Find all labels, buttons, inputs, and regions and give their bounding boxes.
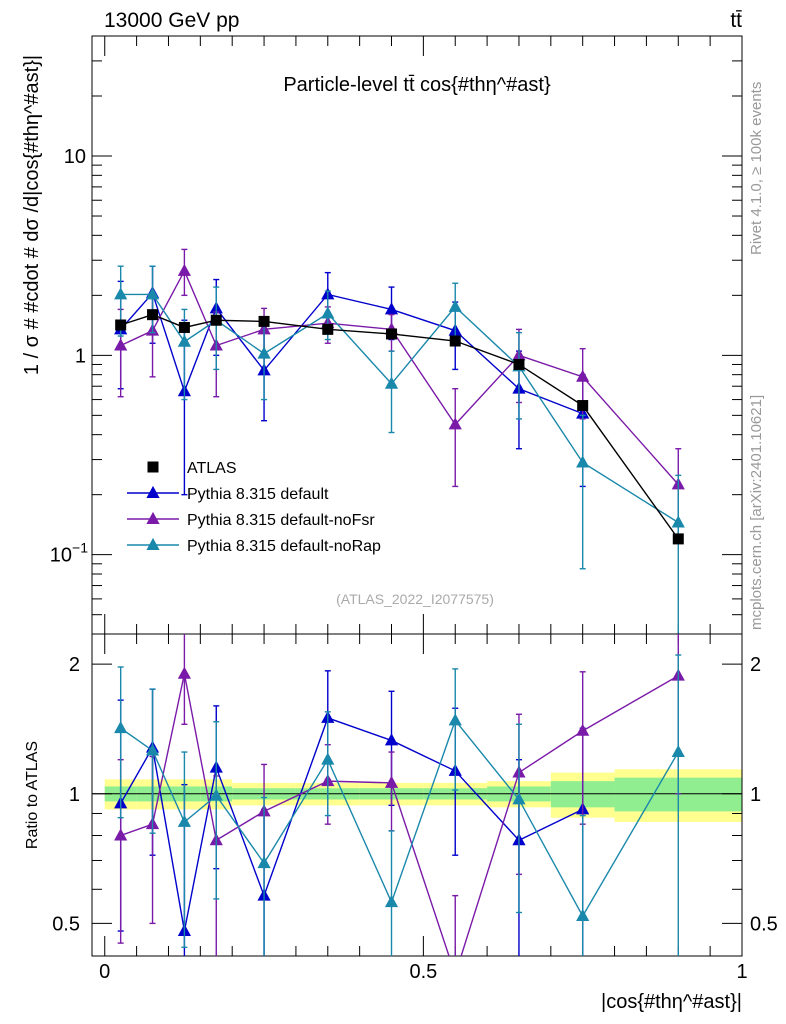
ratio-series-line	[120, 673, 679, 956]
ratio-y-tick-label: 2	[69, 654, 80, 676]
ratio-data-point	[177, 666, 192, 679]
main-title: Particle-level tt̄ cos{#thη^#ast}	[283, 74, 551, 96]
main-data-point	[448, 417, 462, 430]
main-data-point	[448, 299, 462, 312]
ratio-data-point	[576, 723, 590, 736]
ratio-data-point	[177, 814, 192, 827]
main-data-point	[114, 287, 128, 300]
legend-marker	[146, 537, 160, 550]
main-data-point	[257, 346, 271, 359]
process-label: tt̄	[730, 9, 742, 32]
ratio-y-tick-label: 1	[69, 784, 80, 806]
main-data-point	[210, 314, 222, 326]
main-series-line	[120, 313, 679, 540]
main-data-point	[177, 263, 192, 276]
ratio-data-point	[384, 775, 399, 788]
main-data-point	[449, 335, 461, 347]
main-data-point	[513, 358, 525, 370]
ratio-y-tick-label: 0.5	[52, 913, 80, 935]
main-data-point	[114, 338, 128, 351]
main-data-point	[177, 334, 192, 347]
ratio-panel: Ratio to ATLAS |cos{#thη^#ast}| 0 0.5 1 0.5…	[24, 633, 778, 1013]
main-data-point	[258, 315, 270, 327]
ratio-data-point	[576, 908, 590, 922]
main-data-point	[321, 306, 335, 319]
legend-label: Pythia 8.315 default-noFsr	[187, 512, 375, 529]
ratio-data-point	[209, 788, 223, 801]
x-tick-label: 0.5	[409, 961, 437, 983]
main-data-point	[577, 400, 589, 412]
ratio-y-tick-label-right: 1	[750, 784, 761, 806]
ratio-series-line	[120, 717, 583, 932]
main-data-point	[671, 515, 685, 528]
ratio-data-point	[512, 792, 526, 805]
legend-label: ATLAS	[187, 460, 237, 477]
x-tick-label: 0	[99, 961, 110, 983]
main-data-point	[178, 321, 190, 333]
x-axis-label: |cos{#thη^#ast}|	[601, 991, 742, 1013]
main-y-tick-label: 10	[50, 545, 72, 567]
ratio-data-point	[321, 752, 335, 765]
main-data-point	[115, 319, 127, 331]
main-panel: Particle-level tt̄ cos{#thη^#ast} (ATLAS…	[21, 35, 743, 635]
main-series-line	[120, 269, 679, 485]
main-data-point	[384, 302, 399, 315]
legend-marker	[146, 511, 160, 524]
main-y-tick-label: 10	[64, 146, 86, 168]
main-data-point	[145, 287, 160, 300]
main-data-point	[322, 323, 334, 335]
main-y-tick-label: 1	[75, 345, 86, 367]
main-data-point	[384, 376, 399, 389]
main-y-tick-exponent: −1	[72, 540, 88, 556]
ratio-y-axis-label: Ratio to ATLAS	[24, 741, 41, 849]
main-data-point	[147, 309, 159, 321]
legend-label: Pythia 8.315 default-noRap	[187, 538, 381, 555]
ratio-y-tick-label-right: 2	[750, 654, 761, 676]
mcplots-source-label: mcplots.cern.ch [arXiv:2401.10621]	[748, 395, 765, 630]
main-data-point	[672, 533, 684, 545]
energy-label: 13000 GeV pp	[104, 9, 239, 32]
x-tick-label: 1	[736, 961, 747, 983]
main-data-point	[386, 328, 398, 340]
ratio-y-tick-label-right: 0.5	[750, 913, 778, 935]
main-data-point	[576, 369, 590, 382]
main-data-point	[576, 455, 590, 468]
ratio-data-point	[384, 895, 399, 908]
legend-marker	[147, 461, 159, 473]
watermark: (ATLAS_2022_I2077575)	[336, 591, 494, 607]
ratio-data-point	[384, 733, 399, 746]
ratio-data-point	[448, 713, 462, 726]
ratio-data-point	[671, 744, 685, 757]
ratio-data-point	[145, 743, 160, 756]
ratio-data-point	[257, 856, 271, 869]
ratio-data-point	[114, 721, 128, 734]
legend-marker	[146, 485, 160, 498]
rivet-version-label: Rivet 4.1.0, ≥ 100k events	[748, 82, 765, 255]
ratio-data-point	[114, 828, 128, 841]
main-y-axis-label: 1 / σ # #cdot # dσ /d|cos{#thη^#ast}|	[21, 55, 43, 375]
main-series-line	[120, 291, 583, 415]
ratio-series-line	[120, 719, 679, 918]
ratio-frame	[91, 633, 743, 957]
legend-label: Pythia 8.315 default	[187, 486, 329, 503]
